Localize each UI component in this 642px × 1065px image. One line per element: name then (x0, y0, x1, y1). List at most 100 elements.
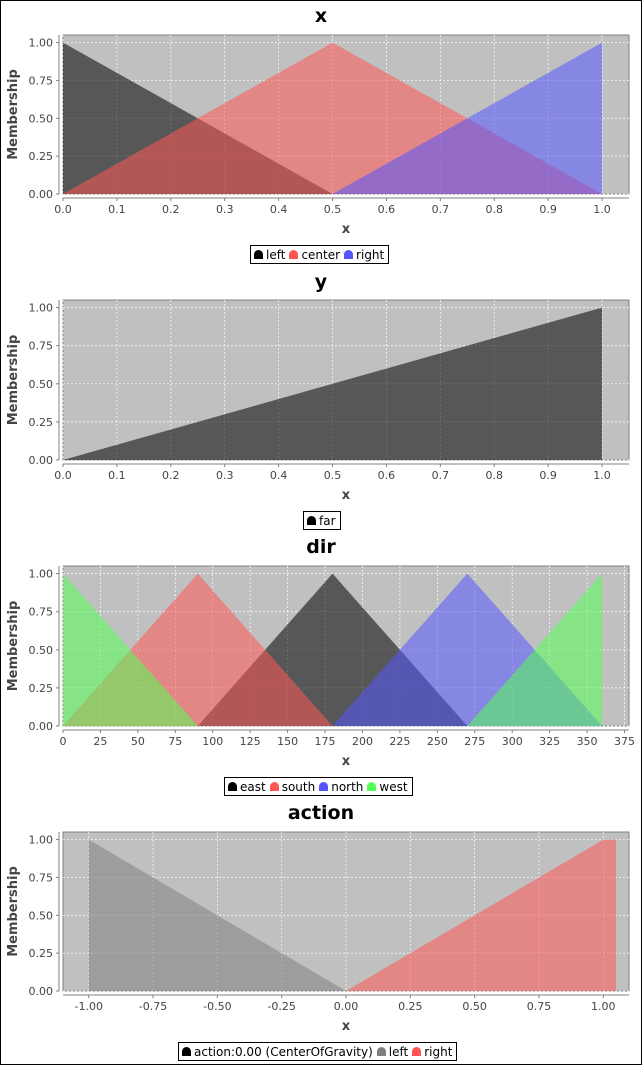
legend-swatch-icon (254, 250, 263, 259)
x-tick-label: 0.9 (539, 469, 557, 482)
legend-item: right (344, 248, 384, 262)
x-tick-label: 100 (202, 735, 223, 748)
y-axis-label: Membership (6, 69, 21, 160)
x-tick-label: 350 (577, 735, 598, 748)
y-tick-label: 0.50 (29, 909, 54, 922)
legend-item: south (269, 780, 315, 794)
y-tick-label: 1.00 (29, 568, 54, 581)
x-tick-label: 150 (277, 735, 298, 748)
x-tick-label: 125 (240, 735, 261, 748)
series-right-area (346, 839, 617, 991)
legend-swatch-icon (182, 1047, 191, 1056)
chart-title: action (288, 802, 354, 824)
legend-swatch-icon (376, 1047, 386, 1056)
x-tick-label: 0.9 (539, 203, 557, 216)
legend-swatch-icon (228, 782, 237, 791)
legend-label: east (240, 779, 266, 794)
x-tick-label: 0.6 (378, 469, 396, 482)
legend: action:0.00 (CenterOfGravity) left right (178, 1042, 458, 1061)
x-tick-label: 0.25 (398, 1000, 423, 1013)
series-west-area (63, 573, 198, 726)
x-tick-label: 75 (168, 735, 182, 748)
x-tick-label: 175 (315, 735, 336, 748)
legend-item: far (307, 514, 336, 528)
chart-title: y (315, 271, 328, 293)
legend-swatch-icon (412, 1047, 422, 1056)
x-tick-label: 225 (389, 735, 410, 748)
x-axis-label: x (342, 754, 351, 769)
x-tick-label: 25 (93, 735, 107, 748)
x-tick-label: 0 (60, 735, 67, 748)
y-tick-label: 0.25 (29, 416, 54, 429)
legend: far (303, 511, 341, 530)
x-tick-label: 0.8 (485, 203, 503, 216)
x-tick-label: 0.8 (485, 469, 503, 482)
x-tick-label: 0.7 (432, 203, 450, 216)
x-tick-label: 0.0 (54, 203, 72, 216)
y-axis-label: Membership (6, 601, 21, 692)
y-tick-label: 0.75 (29, 340, 54, 353)
x-tick-label: 0.5 (324, 203, 342, 216)
x-tick-label: 0.2 (162, 203, 180, 216)
x-tick-label: 375 (614, 735, 635, 748)
legend-swatch-icon (367, 782, 377, 791)
legend-label: far (319, 513, 336, 528)
legend-item: east (228, 780, 266, 794)
y-tick-label: 0.00 (29, 720, 54, 733)
x-tick-label: -0.50 (203, 1000, 231, 1013)
x-tick-label: 1.00 (591, 1000, 616, 1013)
y-axis-label: Membership (6, 866, 21, 957)
legend-swatch-icon (344, 250, 354, 259)
legend-label: right (424, 1044, 453, 1059)
legend: left center right (250, 245, 390, 264)
x-tick-label: 0.6 (378, 203, 396, 216)
legend-item: action:0.00 (CenterOfGravity) (182, 1045, 373, 1059)
legend-item: right (412, 1045, 452, 1059)
legend-swatch-icon (319, 782, 329, 791)
y-tick-label: 0.75 (29, 74, 54, 87)
series-right-area (332, 42, 602, 194)
y-tick-label: 0.50 (29, 378, 54, 391)
x-tick-label: 0.75 (527, 1000, 552, 1013)
legend-label: left (266, 247, 286, 262)
legend-label: left (388, 1044, 409, 1059)
x-tick-label: 50 (131, 735, 145, 748)
x-tick-label: 250 (427, 735, 448, 748)
x-tick-label: 0.3 (216, 203, 234, 216)
series-left-area (88, 839, 346, 991)
legend-item: left (254, 248, 285, 262)
y-tick-label: 0.50 (29, 644, 54, 657)
y-axis-label: Membership (6, 335, 21, 426)
x-axis-label: x (342, 1019, 351, 1034)
y-tick-label: 0.25 (29, 150, 54, 163)
x-tick-label: -1.00 (74, 1000, 102, 1013)
x-tick-label: 0.3 (216, 469, 234, 482)
legend-label: north (331, 779, 364, 794)
legend-label: west (379, 779, 408, 794)
x-tick-label: 325 (539, 735, 560, 748)
x-tick-label: 0.7 (432, 469, 450, 482)
legend-swatch-icon (269, 782, 279, 791)
x-axis-label: x (342, 488, 351, 503)
y-tick-label: 0.75 (29, 871, 54, 884)
series-far-area (63, 307, 602, 460)
x-tick-label: 0.50 (462, 1000, 487, 1013)
series-west-area (467, 573, 602, 726)
x-tick-label: 200 (352, 735, 373, 748)
y-tick-label: 1.00 (29, 834, 54, 847)
x-tick-label: -0.25 (267, 1000, 295, 1013)
x-tick-label: 0.1 (108, 469, 126, 482)
y-tick-label: 0.50 (29, 112, 54, 125)
x-tick-label: 0.5 (324, 469, 342, 482)
legend-item: west (367, 779, 408, 794)
y-tick-label: 1.00 (29, 302, 54, 315)
x-tick-label: 0.00 (334, 1000, 359, 1013)
x-tick-label: -0.75 (139, 1000, 167, 1013)
x-tick-label: 0.4 (270, 203, 288, 216)
legend-swatch-icon (307, 516, 316, 525)
x-tick-label: 0.4 (270, 469, 288, 482)
y-tick-label: 0.00 (29, 985, 54, 998)
y-tick-label: 0.25 (29, 947, 54, 960)
legend-label: action:0.00 (CenterOfGravity) (194, 1044, 373, 1059)
